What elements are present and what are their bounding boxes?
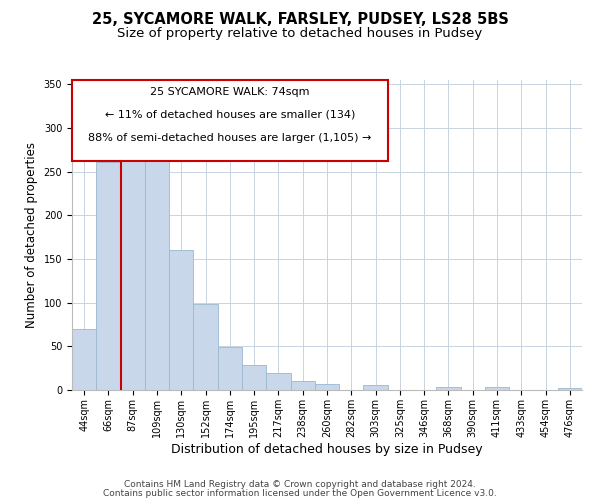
Bar	[193, 304, 218, 390]
Bar	[290, 382, 315, 390]
Bar	[121, 135, 145, 390]
Bar	[266, 374, 290, 390]
Bar	[315, 384, 339, 390]
Text: Size of property relative to detached houses in Pudsey: Size of property relative to detached ho…	[118, 28, 482, 40]
Bar	[218, 347, 242, 390]
Bar	[242, 364, 266, 390]
Bar	[169, 250, 193, 390]
Bar	[436, 388, 461, 390]
X-axis label: Distribution of detached houses by size in Pudsey: Distribution of detached houses by size …	[171, 442, 483, 456]
Bar	[558, 388, 582, 390]
Text: 25, SYCAMORE WALK, FARSLEY, PUDSEY, LS28 5BS: 25, SYCAMORE WALK, FARSLEY, PUDSEY, LS28…	[92, 12, 508, 28]
Text: 25 SYCAMORE WALK: 74sqm: 25 SYCAMORE WALK: 74sqm	[151, 86, 310, 97]
Bar	[485, 388, 509, 390]
Bar	[145, 158, 169, 390]
Bar	[96, 162, 121, 390]
Bar	[72, 329, 96, 390]
Bar	[364, 385, 388, 390]
Text: 88% of semi-detached houses are larger (1,105) →: 88% of semi-detached houses are larger (…	[88, 132, 372, 142]
Y-axis label: Number of detached properties: Number of detached properties	[25, 142, 38, 328]
Text: Contains HM Land Registry data © Crown copyright and database right 2024.: Contains HM Land Registry data © Crown c…	[124, 480, 476, 489]
Text: Contains public sector information licensed under the Open Government Licence v3: Contains public sector information licen…	[103, 488, 497, 498]
Text: ← 11% of detached houses are smaller (134): ← 11% of detached houses are smaller (13…	[105, 110, 355, 120]
